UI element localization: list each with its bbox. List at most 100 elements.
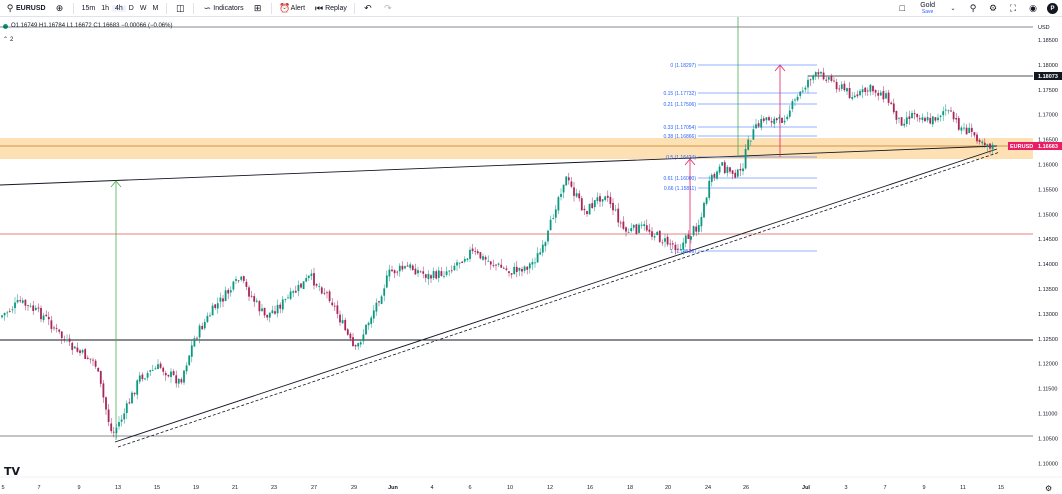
candle — [27, 304, 29, 311]
candle — [877, 90, 880, 101]
replay-button[interactable]: ⏮ Replay — [309, 0, 351, 17]
candle — [955, 113, 958, 124]
candle — [895, 110, 898, 125]
candle — [60, 330, 63, 344]
grid-icon: ⊞ — [253, 2, 262, 13]
time-tick-label: 21 — [232, 485, 238, 491]
candle — [495, 264, 497, 271]
trendline-dashed[interactable] — [117, 151, 1001, 448]
layout-name[interactable]: Gold Save — [912, 2, 943, 15]
fullscreen-button[interactable]: ⛶ — [1003, 0, 1023, 17]
candle — [973, 132, 976, 138]
time-axis[interactable]: 5 7 9 13 15 19 21 23 27 29 Jun 4 6 10 12 16 18 20 24 26 Jul 3… — [1, 485, 1004, 491]
candle — [583, 205, 586, 216]
candle — [401, 261, 404, 272]
interval-4h[interactable]: 4h — [111, 4, 126, 12]
candle — [440, 267, 443, 277]
interval-1h[interactable]: 1h — [101, 4, 109, 12]
candle — [14, 296, 16, 314]
candles-icon: ◫ — [176, 2, 185, 13]
trendline-upper[interactable] — [0, 145, 998, 186]
candle — [960, 125, 963, 135]
candle — [24, 298, 27, 311]
candle — [734, 169, 737, 179]
candle — [274, 305, 276, 316]
measure-arrow-green[interactable] — [110, 180, 122, 440]
candle — [443, 271, 445, 279]
symbol-search[interactable]: ⚲ EURUSD — [0, 0, 50, 17]
candle — [47, 311, 50, 326]
candle — [42, 312, 45, 323]
candle — [762, 116, 765, 123]
candle — [612, 198, 614, 215]
snapshot-button[interactable]: ◉ — [1023, 0, 1043, 17]
candle — [125, 400, 128, 419]
candle — [216, 297, 219, 314]
undo-button[interactable]: ↶ — [358, 0, 378, 17]
chevron-up-icon: ⌃ — [3, 37, 9, 43]
candle — [882, 86, 885, 103]
candle — [79, 348, 81, 356]
candle — [471, 243, 474, 255]
interval-d[interactable]: D — [128, 4, 134, 12]
candle — [466, 258, 469, 262]
interval-m[interactable]: M — [152, 4, 159, 12]
candle — [874, 89, 877, 97]
alert-button[interactable]: ⏰ Alert — [275, 0, 309, 17]
candle — [929, 113, 932, 125]
candle — [71, 341, 74, 355]
indicators-button[interactable]: ∽ Indicators — [197, 0, 247, 17]
candle — [235, 276, 237, 284]
candle — [869, 84, 872, 96]
trendline-lower[interactable] — [114, 148, 998, 443]
candle — [404, 265, 406, 270]
time-tick-label: 7 — [883, 485, 886, 491]
candle — [414, 263, 417, 275]
layout-menu-button[interactable]: ⌄ — [943, 0, 963, 17]
candle — [890, 101, 893, 105]
candle — [908, 110, 911, 125]
candle — [242, 275, 245, 284]
price-tick-label: 1.17000 — [1038, 113, 1058, 119]
candle — [172, 369, 175, 376]
settings-button[interactable]: ⚙ — [983, 0, 1003, 17]
interval-w[interactable]: W — [139, 4, 147, 12]
chart-type-button[interactable]: ◫ — [170, 0, 190, 17]
candle — [757, 120, 760, 128]
high-price-tag: 1.18073 — [1034, 72, 1062, 80]
layout-button[interactable]: □ — [892, 0, 912, 17]
candle — [601, 199, 604, 207]
divider — [353, 2, 355, 14]
candle — [198, 323, 201, 344]
avatar[interactable]: P — [1047, 3, 1058, 14]
candle — [344, 317, 347, 332]
candle — [487, 255, 490, 262]
indicators-legend[interactable]: ⌃ 2 — [3, 36, 13, 44]
time-tick-label: 7 — [37, 485, 40, 491]
candle — [645, 219, 648, 232]
templates-button[interactable]: ⊞ — [248, 0, 268, 17]
candle — [531, 258, 534, 271]
candle — [276, 299, 279, 318]
candle — [658, 230, 661, 244]
redo-button[interactable]: ↷ — [378, 0, 398, 17]
price-axis[interactable]: USD 1.185001.180001.175001.170001.165001… — [1038, 25, 1058, 467]
candle — [916, 113, 919, 122]
candle — [799, 90, 802, 99]
alarm-clock-icon: ⏰ — [279, 2, 291, 13]
candle — [549, 215, 552, 231]
time-tick-label: 16 — [587, 485, 593, 491]
candle — [814, 71, 817, 81]
compare-button[interactable]: ⊕ — [50, 0, 70, 17]
quick-search-button[interactable]: ⚲ — [963, 0, 983, 17]
price-chart[interactable]: 0 (1.18297) 0.15 (1.17732) 0.21 (1.17506) 0… — [0, 17, 1062, 494]
candle — [463, 256, 466, 264]
candle — [913, 109, 916, 120]
candle — [885, 90, 887, 100]
measure-arrow-pink-left[interactable] — [684, 158, 696, 252]
axis-settings-icon[interactable]: ⚙ — [1045, 484, 1052, 493]
interval-15m[interactable]: 15m — [81, 4, 96, 12]
candle — [232, 280, 235, 292]
candle — [809, 78, 812, 86]
camera-icon: ◉ — [1029, 3, 1037, 13]
